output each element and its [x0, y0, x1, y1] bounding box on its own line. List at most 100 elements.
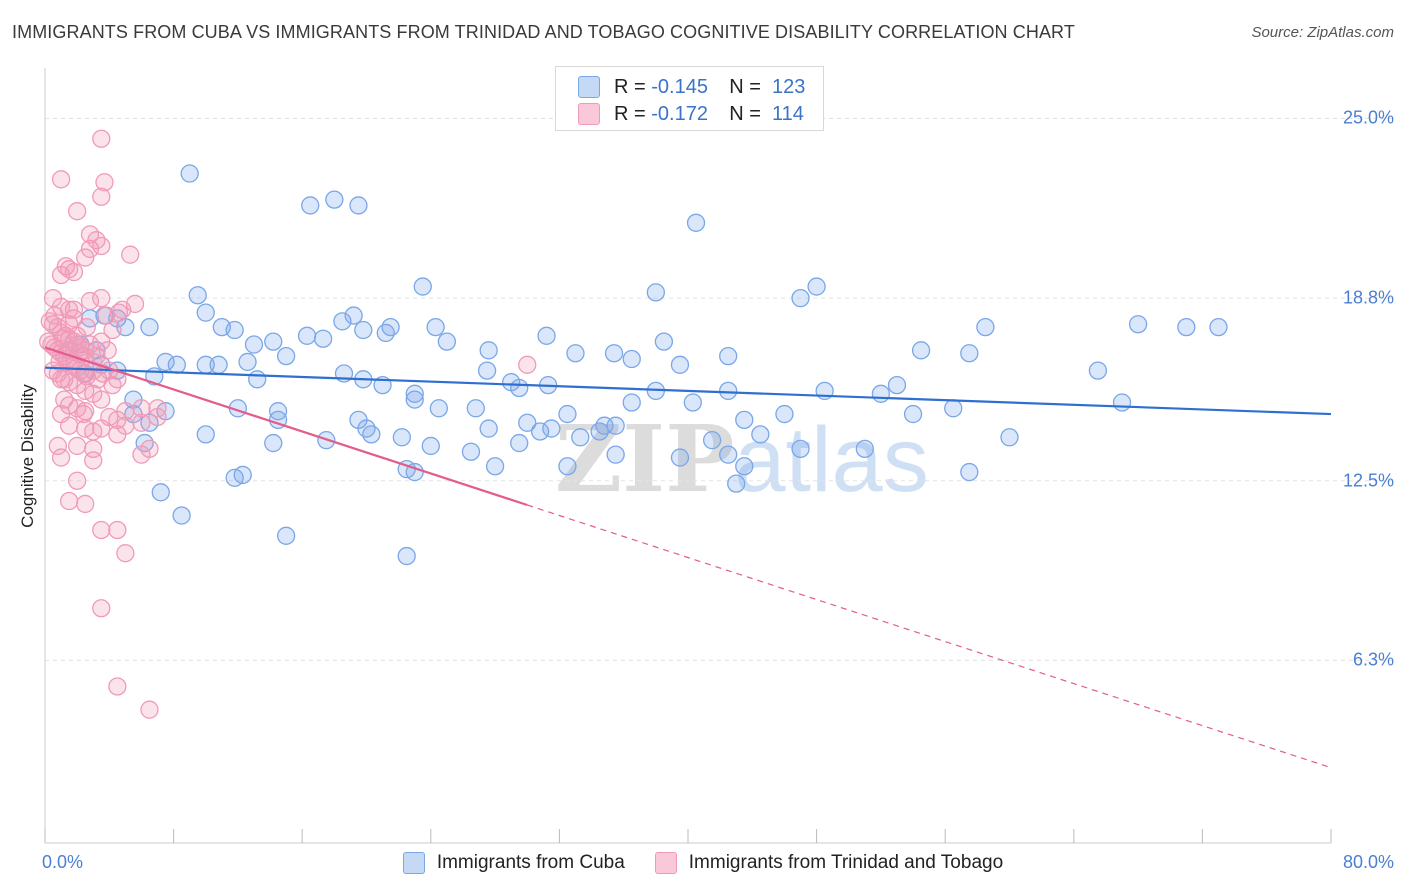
legend: R = -0.145 N = 123 R = -0.172 N = 114 — [555, 66, 824, 131]
point-cuba-24 — [376, 323, 395, 343]
point-cuba-14 — [140, 317, 159, 337]
point-cuba-20 — [313, 329, 333, 348]
point-cuba-29 — [537, 326, 556, 345]
x-tick-label-0: 0.0% — [42, 852, 84, 872]
legend-n-trinidad: 114 — [772, 102, 804, 125]
point-cuba-85 — [196, 425, 215, 444]
point-cuba-75 — [479, 419, 498, 438]
point-trinidad-109 — [45, 306, 64, 325]
point-cuba-76 — [518, 413, 537, 432]
trendline-trinidad — [44, 346, 528, 507]
point-cuba-21 — [333, 312, 352, 331]
point-cuba-110 — [960, 462, 979, 482]
bottom-legend-swatch-trinidad — [654, 852, 677, 874]
point-cuba-32 — [477, 361, 497, 380]
point-cuba-55 — [622, 349, 641, 369]
point-cuba-62 — [719, 381, 738, 401]
point-cuba-88 — [421, 436, 440, 456]
point-trinidad-11 — [59, 260, 79, 279]
point-trinidad-13 — [76, 248, 95, 267]
point-cuba-104 — [911, 341, 931, 360]
chart-source: Source: ZipAtlas.com — [1251, 24, 1394, 41]
point-trinidad-108 — [103, 375, 122, 395]
point-trinidad-77 — [84, 451, 103, 470]
point-trinidad-78 — [68, 471, 87, 490]
point-cuba-125 — [485, 457, 505, 476]
y-tick-label-3: 6.3% — [1352, 649, 1394, 670]
point-trinidad-80 — [76, 494, 95, 514]
point-cuba-52 — [405, 384, 424, 403]
point-trinidad-112 — [98, 341, 117, 360]
point-cuba-109 — [944, 399, 963, 418]
point-trinidad-82 — [108, 520, 127, 540]
point-cuba-3 — [349, 196, 368, 215]
point-trinidad-110 — [50, 352, 69, 372]
point-trinidad-87 — [518, 355, 537, 374]
point-cuba-128 — [751, 425, 770, 444]
point-cuba-96 — [622, 393, 641, 412]
point-trinidad-4 — [68, 202, 87, 221]
trendline-trinidad-extension — [527, 504, 1332, 769]
point-cuba-22 — [344, 306, 363, 325]
point-cuba-26 — [426, 317, 445, 337]
point-cuba-60 — [775, 404, 794, 424]
point-cuba-53 — [429, 399, 448, 418]
bottom-legend-swatch-cuba — [402, 852, 425, 874]
point-cuba-126 — [397, 546, 416, 566]
point-cuba-119 — [233, 465, 252, 485]
point-cuba-74 — [466, 399, 485, 418]
point-trinidad-71 — [108, 425, 127, 444]
point-trinidad-106 — [64, 309, 84, 328]
point-cuba-94 — [702, 431, 722, 450]
point-cuba-61 — [683, 393, 702, 412]
point-trinidad-113 — [53, 329, 72, 348]
point-cuba-120 — [151, 483, 170, 502]
point-trinidad-20 — [92, 289, 111, 308]
point-cuba-79 — [558, 404, 577, 424]
point-cuba-127 — [590, 422, 609, 441]
point-cuba-42 — [209, 355, 228, 374]
point-cuba-5 — [188, 286, 207, 305]
point-trinidad-83 — [116, 544, 135, 563]
point-cuba-113 — [1128, 315, 1148, 334]
y-tick-label-0: 25.0% — [1342, 107, 1394, 128]
point-cuba-28 — [479, 341, 498, 360]
point-cuba-19 — [297, 326, 317, 345]
point-trinidad-8 — [80, 239, 100, 259]
point-trinidad-103 — [74, 404, 93, 424]
point-cuba-30 — [566, 344, 585, 363]
bottom-legend: Immigrants from Cuba Immigrants from Tri… — [0, 852, 1406, 874]
point-cuba-59 — [791, 289, 810, 308]
point-cuba-8 — [413, 277, 432, 296]
point-trinidad-81 — [92, 520, 111, 540]
point-trinidad-88 — [132, 413, 151, 432]
point-trinidad-12 — [64, 262, 84, 282]
point-cuba-1 — [325, 190, 344, 209]
legend-row-cuba: R = -0.145 N = 123 — [578, 75, 805, 99]
point-cuba-43 — [238, 352, 257, 372]
point-cuba-122 — [276, 526, 296, 545]
point-cuba-25 — [381, 317, 400, 337]
point-trinidad-14 — [121, 245, 140, 264]
point-cuba-80 — [571, 428, 590, 447]
point-cuba-77 — [530, 422, 550, 441]
bottom-legend-trinidad: Immigrants from Trinidad and Tobago — [654, 852, 1003, 874]
point-cuba-106 — [976, 317, 995, 337]
legend-swatch-trinidad — [578, 103, 600, 125]
point-cuba-23 — [354, 320, 373, 340]
point-cuba-72 — [392, 428, 412, 447]
point-cuba-121 — [172, 506, 191, 525]
legend-row-trinidad: R = -0.172 N = 114 — [578, 102, 804, 126]
point-trinidad-19 — [80, 291, 100, 311]
point-trinidad-72 — [48, 436, 68, 456]
point-cuba-107 — [960, 344, 979, 363]
point-trinidad-107 — [113, 300, 132, 319]
point-cuba-16 — [225, 320, 244, 340]
point-trinidad-105 — [77, 317, 96, 337]
point-trinidad-97 — [51, 370, 71, 389]
point-cuba-7 — [646, 283, 665, 302]
point-cuba-17 — [244, 335, 264, 354]
point-trinidad-67 — [59, 416, 79, 435]
point-cuba-93 — [670, 448, 690, 467]
point-cuba-111 — [1000, 428, 1019, 447]
